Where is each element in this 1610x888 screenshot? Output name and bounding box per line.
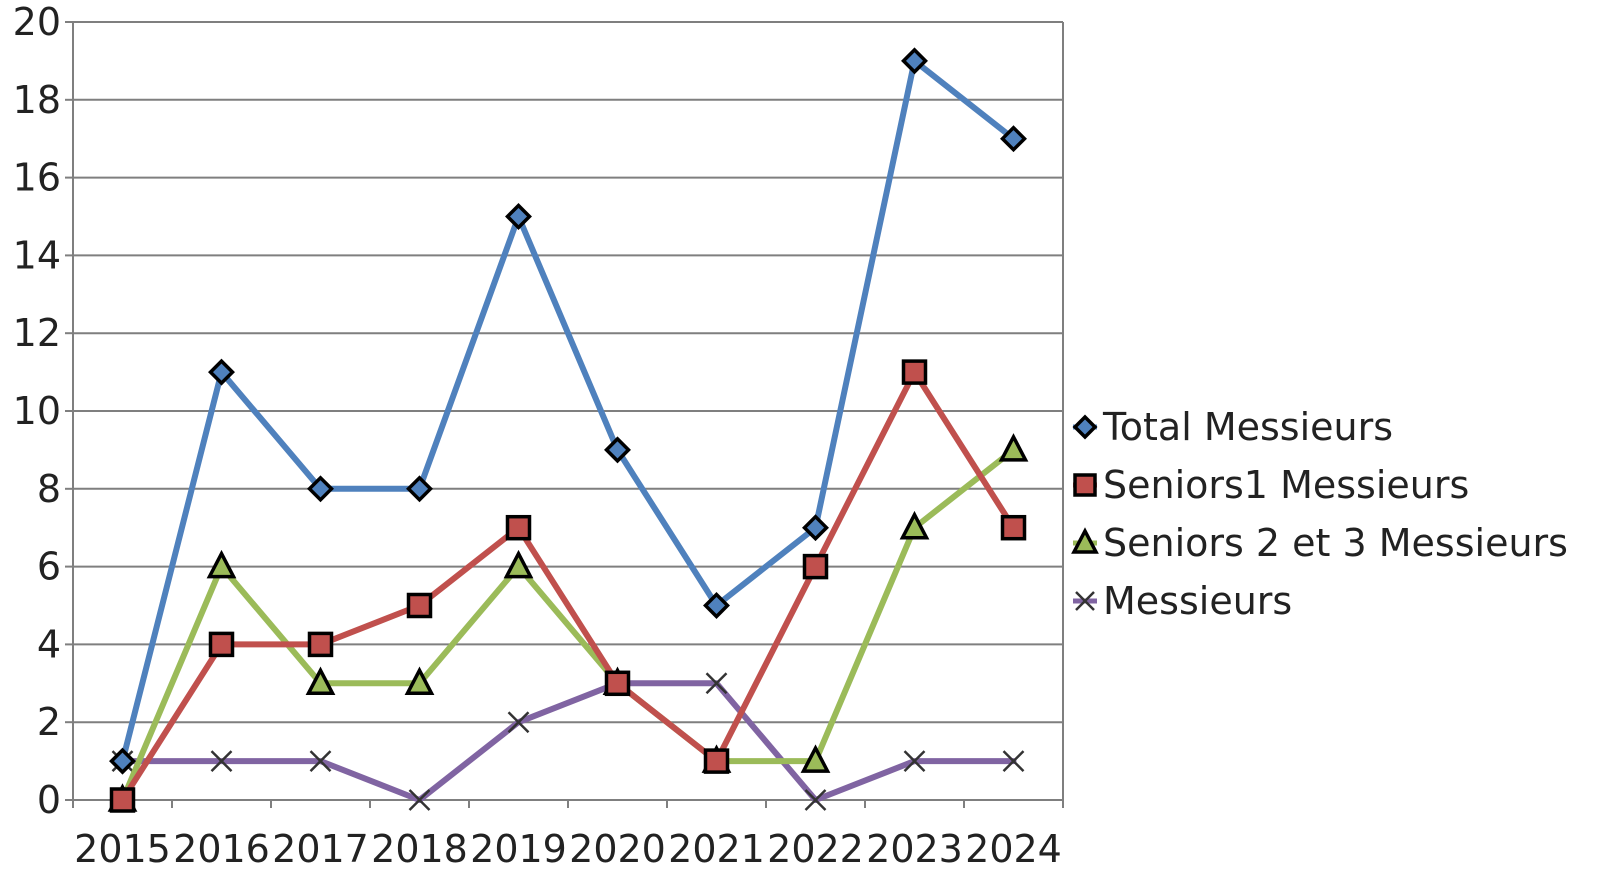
series-seniors-2-et-3-messieurs xyxy=(107,433,1029,812)
data-point xyxy=(404,666,435,696)
series-line xyxy=(119,369,1017,803)
legend-marker xyxy=(1075,591,1095,611)
legend-marker xyxy=(1071,527,1099,554)
x-tick-label: 2015 xyxy=(74,827,171,871)
y-tick-label: 0 xyxy=(37,778,61,822)
data-point xyxy=(1000,125,1027,153)
y-tick-label: 8 xyxy=(37,467,61,511)
y-tick-label: 16 xyxy=(13,156,61,200)
data-point xyxy=(899,510,930,540)
data-point xyxy=(901,359,928,385)
x-marker-stroke xyxy=(210,750,233,772)
legend-label: Messieurs xyxy=(1103,579,1292,623)
data-point xyxy=(703,748,730,774)
y-tick-label: 14 xyxy=(13,233,61,277)
y-tick-label: 6 xyxy=(37,545,61,589)
series-line xyxy=(119,446,1017,803)
legend-label: Seniors 2 et 3 Messieurs xyxy=(1103,521,1568,565)
data-point xyxy=(109,787,136,813)
x-marker-stroke xyxy=(903,750,926,772)
x-marker-stroke xyxy=(507,711,530,734)
legend: Total Messieurs Seniors1 Messieurs Seniors… xyxy=(1071,405,1568,623)
x-tick-label: 2024 xyxy=(965,827,1062,871)
data-point xyxy=(206,549,237,579)
series-total-messieurs xyxy=(109,47,1027,775)
data-point xyxy=(505,203,532,230)
y-tick-label: 12 xyxy=(13,311,61,355)
data-point xyxy=(505,514,532,541)
data-point xyxy=(1000,514,1027,541)
legend-marker xyxy=(1073,473,1097,497)
legend-label: Total Messieurs xyxy=(1102,405,1393,449)
legend-marker xyxy=(1072,414,1098,440)
data-point xyxy=(109,747,136,775)
series-seniors1-messieurs xyxy=(109,359,1027,813)
x-tick-label: 2016 xyxy=(173,827,270,871)
series-lines xyxy=(107,47,1029,813)
data-point xyxy=(309,750,332,772)
y-tick-label: 2 xyxy=(37,700,61,744)
x-tick-label: 2022 xyxy=(767,827,864,871)
x-marker-stroke xyxy=(1075,591,1095,611)
series-line xyxy=(119,57,1017,765)
y-tick-label: 10 xyxy=(13,389,61,433)
data-point xyxy=(998,433,1029,462)
legend-item: Seniors1 Messieurs xyxy=(1073,463,1469,507)
legend-item: Seniors 2 et 3 Messieurs xyxy=(1071,521,1568,565)
x-marker-stroke xyxy=(705,672,728,695)
data-point xyxy=(703,592,730,619)
series-line xyxy=(119,680,1017,803)
legend-item: Total Messieurs xyxy=(1072,405,1393,449)
data-point xyxy=(903,750,926,772)
x-tick-label: 2017 xyxy=(272,827,369,871)
data-point xyxy=(406,592,433,619)
x-tick-label: 2020 xyxy=(569,827,666,871)
data-point xyxy=(408,789,431,811)
data-point xyxy=(406,475,433,503)
x-tick-label: 2023 xyxy=(866,827,963,871)
legend-item: Messieurs xyxy=(1073,579,1292,623)
x-tick-label: 2021 xyxy=(668,827,765,871)
data-point xyxy=(208,358,235,386)
data-point xyxy=(604,670,631,697)
data-point xyxy=(305,666,336,696)
x-marker-stroke xyxy=(309,750,332,772)
y-tick-label: 18 xyxy=(13,78,61,122)
data-point xyxy=(1002,750,1025,772)
data-point xyxy=(503,549,534,579)
data-point xyxy=(802,514,829,542)
x-tick-label: 2019 xyxy=(470,827,567,871)
x-marker-stroke xyxy=(408,789,431,811)
y-tick-label: 20 xyxy=(13,0,61,44)
data-point xyxy=(210,750,233,772)
x-tick-label: 2018 xyxy=(371,827,468,871)
data-point xyxy=(800,744,831,773)
data-point xyxy=(901,47,928,75)
data-point xyxy=(705,672,728,695)
x-marker-stroke xyxy=(1002,750,1025,772)
y-tick-label: 4 xyxy=(37,622,61,666)
legend-label: Seniors1 Messieurs xyxy=(1103,463,1469,507)
x-marker-stroke xyxy=(804,789,827,811)
series-messieurs xyxy=(111,672,1025,811)
data-point xyxy=(804,789,827,811)
data-point xyxy=(802,553,829,580)
data-point xyxy=(307,475,334,503)
data-point xyxy=(307,631,334,658)
data-point xyxy=(208,631,235,658)
data-point xyxy=(507,711,530,734)
data-point xyxy=(604,436,631,464)
